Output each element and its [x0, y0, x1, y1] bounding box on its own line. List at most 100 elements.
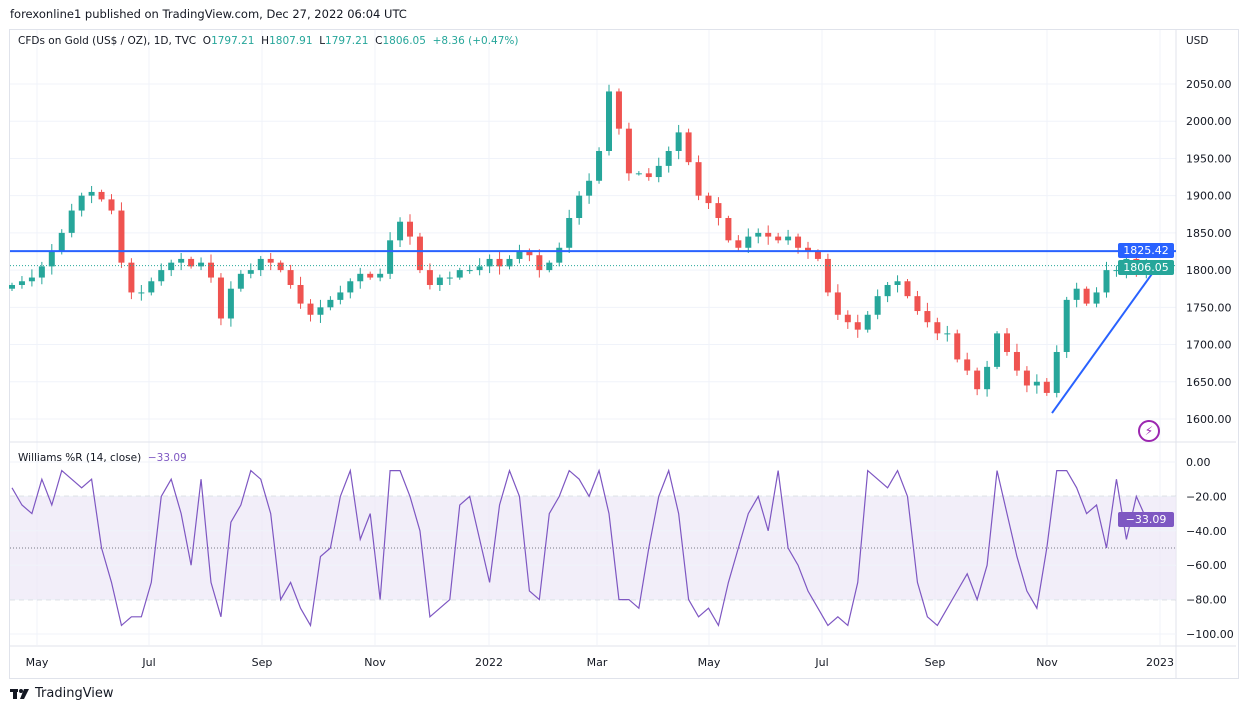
candle-up: [1063, 299, 1070, 352]
candle-down: [426, 270, 433, 285]
candle-down: [765, 232, 772, 237]
candle-up: [1073, 288, 1080, 300]
candle-up: [158, 270, 165, 282]
candle-down: [625, 128, 632, 174]
candle-up: [337, 292, 344, 300]
indicator-value: −33.09: [147, 452, 187, 464]
resistance-price-tag: 1825.42: [1118, 243, 1174, 259]
currency-label: USD: [1186, 35, 1209, 47]
indicator-value-tag: −33.09: [1118, 511, 1174, 527]
price-tick-label: 1900.00: [1186, 190, 1232, 203]
candle-up: [227, 288, 234, 319]
candle-up: [178, 258, 185, 263]
price-tick-label: 1700.00: [1186, 339, 1232, 352]
tradingview-logo[interactable]: TradingView: [10, 686, 114, 701]
candle-down: [536, 255, 543, 271]
candle-down: [267, 258, 274, 263]
candle-up: [377, 273, 384, 278]
price-tick-label: 2000.00: [1186, 115, 1232, 128]
time-tick-label: May: [26, 656, 49, 669]
candle-down: [914, 296, 921, 312]
chart-frame: [9, 29, 1239, 679]
candle-up: [874, 296, 881, 315]
candle-down: [367, 273, 374, 278]
candle-up: [247, 270, 254, 274]
candle-down: [844, 314, 851, 323]
close-label: C: [375, 35, 383, 47]
candle-up: [347, 281, 354, 293]
candle-up: [1113, 270, 1120, 272]
candle-down: [615, 91, 622, 129]
candle-up: [884, 284, 891, 297]
candle-down: [814, 251, 821, 259]
symbol-title: CFDs on Gold (US$ / OZ), 1D, TVC: [18, 35, 197, 47]
last-price-tag: 1806.05: [1118, 259, 1174, 275]
candle-up: [257, 258, 264, 271]
candle-down: [725, 217, 732, 241]
candle-down: [118, 210, 125, 263]
candle-down: [795, 236, 802, 248]
candle-down: [775, 236, 782, 241]
trendline: [1051, 273, 1153, 414]
candle-down: [108, 199, 115, 211]
time-tick-label: 2022: [475, 656, 503, 669]
candle-down: [685, 132, 692, 163]
lightning-icon[interactable]: ⚡︎: [1138, 420, 1160, 442]
time-tick-label: Nov: [1036, 656, 1058, 669]
indicator-tick-label: −100.00: [1186, 628, 1234, 641]
candle-up: [606, 91, 612, 151]
candle-down: [805, 247, 811, 252]
candle-down: [1023, 370, 1030, 386]
candle-down: [208, 262, 214, 278]
candle-down: [1043, 381, 1050, 393]
candle-down: [1083, 288, 1090, 304]
candle-down: [416, 236, 423, 271]
candle-down: [496, 258, 503, 267]
candle-up: [1033, 381, 1040, 386]
candle-up: [486, 258, 493, 267]
candle-up: [436, 277, 443, 285]
change-value: +8.36 (+0.47%): [432, 35, 519, 47]
candle-down: [645, 173, 652, 178]
candle-down: [934, 322, 941, 334]
candle-down: [98, 191, 105, 200]
candle-down: [188, 258, 195, 267]
candle-up: [1053, 351, 1060, 393]
candle-down: [705, 195, 712, 204]
candle-down: [904, 281, 911, 297]
price-tick-label: 1650.00: [1186, 376, 1232, 389]
candle-up: [476, 266, 483, 271]
time-tick-label: 2023: [1146, 656, 1174, 669]
candle-up: [546, 262, 553, 271]
indicator-tick-label: −20.00: [1186, 490, 1227, 503]
candle-up: [18, 281, 25, 285]
time-tick-label: Jul: [141, 656, 155, 669]
candle-up: [665, 150, 672, 166]
open-label: O: [202, 35, 212, 47]
indicator-name: Williams %R (14, close): [18, 452, 142, 464]
candle-up: [864, 314, 871, 330]
candle-up: [1103, 270, 1110, 293]
candle-down: [1004, 333, 1010, 352]
high-value: 1807.91: [269, 35, 313, 47]
candle-up: [9, 284, 15, 289]
candle-down: [1013, 351, 1020, 371]
candle-up: [357, 273, 364, 282]
candle-down: [526, 251, 533, 256]
candle-up: [755, 232, 762, 237]
candle-up: [566, 217, 573, 248]
high-label: H: [261, 35, 270, 47]
candle-down: [128, 262, 135, 293]
candle-up: [48, 251, 55, 267]
candle-up: [984, 366, 991, 390]
candle-up: [88, 191, 95, 196]
candle-up: [745, 236, 752, 248]
candle-up: [397, 221, 404, 241]
price-tick-label: 2050.00: [1186, 78, 1232, 91]
open-value: 1797.21: [211, 35, 255, 47]
candle-down: [924, 311, 931, 323]
candle-down: [715, 203, 722, 218]
candle-down: [307, 303, 314, 315]
low-label: L: [319, 35, 326, 47]
